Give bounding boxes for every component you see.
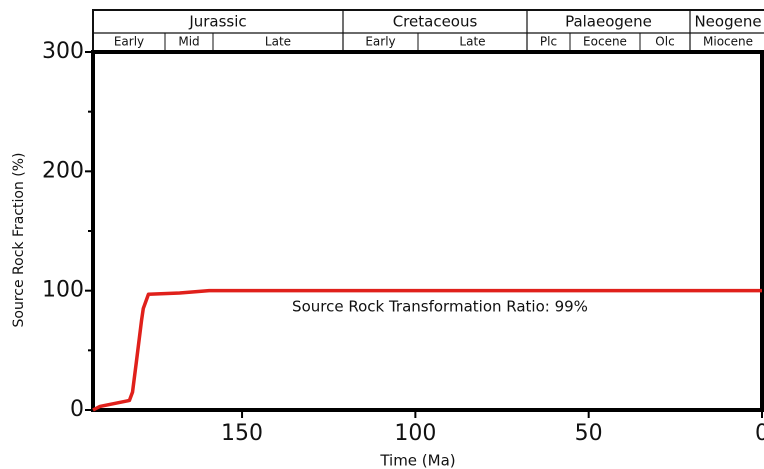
- y-tick-label: 100: [42, 278, 84, 303]
- epoch-label: Miocene: [703, 35, 753, 49]
- epoch-label: Mid: [178, 35, 199, 49]
- x-tick-label: 50: [575, 421, 603, 446]
- x-tick-label: 100: [394, 421, 436, 446]
- epoch-label: Early: [365, 35, 395, 49]
- y-tick-label: 0: [70, 397, 84, 422]
- period-label: Jurassic: [188, 13, 246, 31]
- plot-frame: [91, 50, 764, 412]
- period-label: Neogene: [694, 13, 761, 31]
- y-tick-label: 300: [42, 39, 84, 64]
- epoch-label: Olc: [655, 35, 674, 49]
- epoch-label: Early: [114, 35, 144, 49]
- timescale-header: [92, 9, 764, 53]
- period-label: Palaeogene: [565, 13, 652, 31]
- period-label: Cretaceous: [393, 13, 478, 31]
- data-line: [92, 288, 762, 412]
- x-tick-label: 150: [221, 421, 263, 446]
- epoch-label: Eocene: [583, 35, 627, 49]
- x-axis-label: Time (Ma): [379, 452, 455, 469]
- x-tick-label: 0: [755, 421, 764, 446]
- epoch-label: Plc: [540, 35, 557, 49]
- epoch-label: Late: [265, 35, 291, 49]
- y-axis-label: Source Rock Fraction (%): [11, 152, 27, 327]
- y-tick-label: 200: [42, 158, 84, 183]
- annotation: Source Rock Transformation Ratio: 99%: [292, 298, 588, 316]
- epoch-label: Late: [459, 35, 485, 49]
